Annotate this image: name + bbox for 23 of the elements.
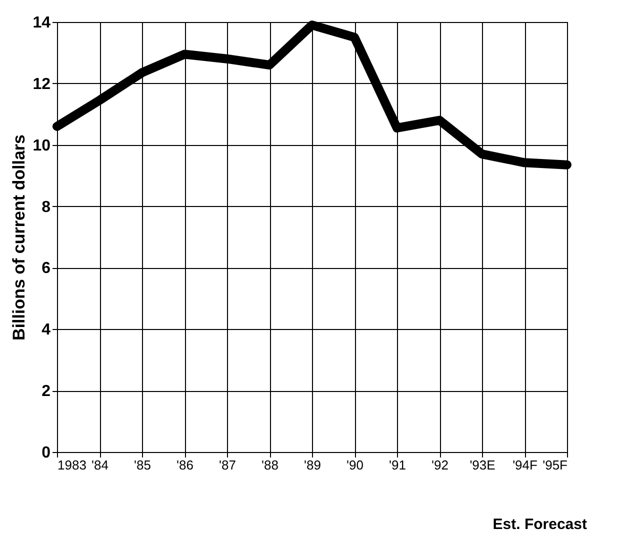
y-tick-label: 2 [42, 383, 51, 400]
x-tick-label: '87 [219, 458, 236, 472]
x-tick-label: '94F [512, 458, 538, 472]
y-tick-label: 4 [42, 322, 51, 339]
y-tick-label: 8 [42, 198, 51, 216]
x-tick-label: '88 [262, 458, 278, 472]
x-tick-label: '95F [542, 458, 568, 472]
x-tick-label: '92 [432, 458, 448, 472]
x-tick-label: '89 [304, 458, 321, 472]
x-tick-label: '93E [470, 458, 496, 472]
y-tick-label: 14 [32, 14, 51, 32]
x-tick-label: '85 [134, 458, 151, 472]
x-tick-label: '90 [346, 458, 364, 472]
y-tick-label: 10 [32, 137, 51, 154]
y-tick-label: 6 [42, 260, 51, 278]
text: Est. Forecast [492, 516, 587, 533]
x-tick-label: 1983 [58, 458, 86, 472]
x-tick-label: '91 [389, 458, 406, 472]
x-tick-label: '84 [92, 458, 108, 472]
y-tick-label: 12 [32, 76, 51, 93]
y-axis-title: Billions of current dollars [10, 134, 29, 340]
x-tick-label: '86 [176, 458, 194, 472]
y-tick-label: 0 [42, 444, 51, 462]
